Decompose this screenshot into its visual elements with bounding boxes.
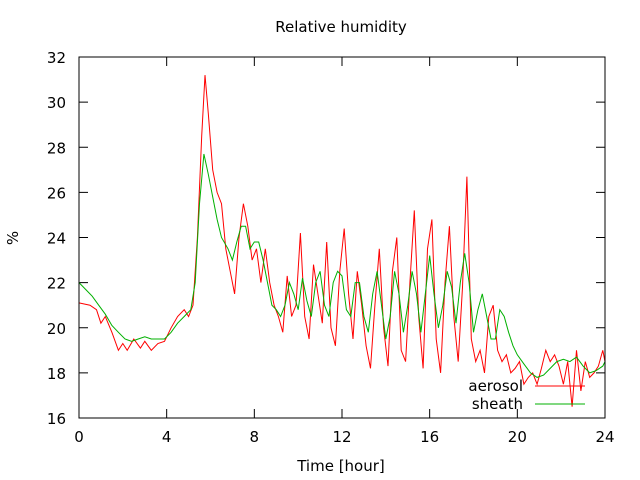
x-tick-label: 24 bbox=[595, 428, 614, 446]
x-tick-label: 4 bbox=[162, 428, 172, 446]
y-tick-label: 20 bbox=[47, 320, 66, 338]
plot-frame bbox=[78, 56, 606, 419]
x-tick-label: 20 bbox=[508, 428, 527, 446]
series-lines bbox=[78, 75, 606, 407]
x-axis-label: Time [hour] bbox=[296, 457, 385, 475]
x-tick-label: 16 bbox=[420, 428, 439, 446]
y-tick-label: 18 bbox=[47, 365, 66, 383]
legend-label: sheath bbox=[472, 395, 523, 413]
y-tick-label: 26 bbox=[47, 184, 66, 202]
y-tick-label: 28 bbox=[47, 139, 66, 157]
chart-title: Relative humidity bbox=[275, 18, 407, 36]
x-tick-label: 8 bbox=[250, 428, 260, 446]
y-tick-label: 22 bbox=[47, 275, 66, 293]
x-tick-label: 0 bbox=[74, 428, 84, 446]
legend-label: aerosol bbox=[468, 377, 523, 395]
y-tick-label: 16 bbox=[47, 410, 66, 428]
series-line-aerosol bbox=[78, 75, 606, 407]
axis-ticks: 0 4 8 12 16 20 24 16 18 20 22 24 26 28 30 32 bbox=[47, 49, 615, 446]
series-line-sheath bbox=[78, 153, 606, 378]
y-tick-label: 32 bbox=[47, 49, 66, 67]
y-axis-label: % bbox=[4, 231, 22, 245]
y-tick-label: 24 bbox=[47, 230, 66, 248]
y-tick-label: 30 bbox=[47, 94, 66, 112]
x-tick-label: 12 bbox=[332, 428, 351, 446]
